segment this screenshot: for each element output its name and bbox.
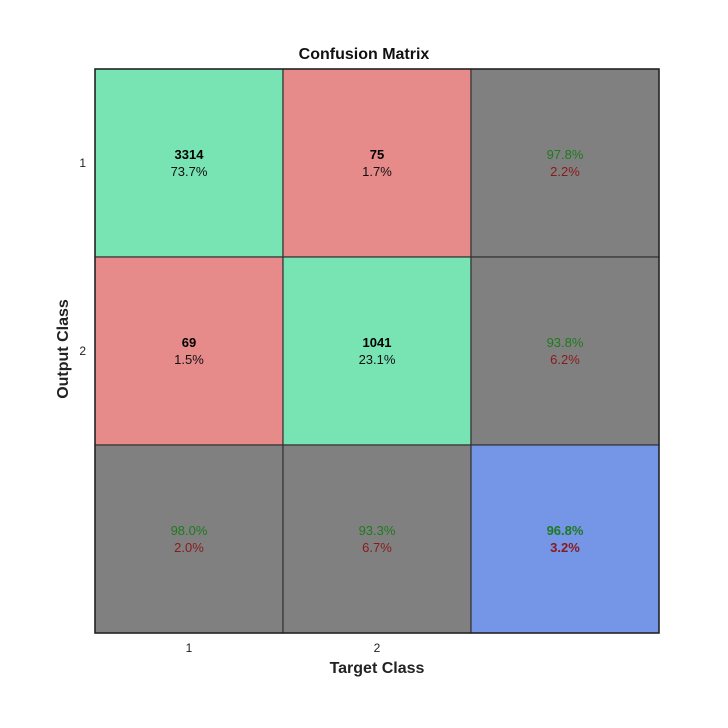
row-summary-cell-1-line2: 2.2% <box>550 164 580 179</box>
row-summary-cell-1 <box>470 68 660 258</box>
matrix-cell-2-2-line2: 23.1% <box>359 352 396 367</box>
matrix-cell-1-2 <box>282 68 472 258</box>
matrix-cell-1-2-line1: 75 <box>370 147 384 162</box>
col-summary-cell-2-line1: 93.3% <box>359 523 396 538</box>
col-summary-cell-2 <box>282 444 472 634</box>
col-summary-cell-1-line2: 2.0% <box>174 540 204 555</box>
matrix-cell-1-1 <box>94 68 284 258</box>
x-axis-label: Target Class <box>329 660 425 677</box>
overall-accuracy-cell-line2: 3.2% <box>550 540 580 555</box>
matrix-cell-2-1-line2: 1.5% <box>174 352 204 367</box>
y-tick-label: 1 <box>79 156 86 170</box>
row-summary-cell-2-line2: 6.2% <box>550 352 580 367</box>
y-tick-label: 2 <box>79 344 86 358</box>
row-summary-cell-2-line1: 93.8% <box>547 335 584 350</box>
plot-border <box>94 68 660 634</box>
matrix-cell-1-1-line2: 73.7% <box>171 164 208 179</box>
row-summary-cell-1-line1: 97.8% <box>547 147 584 162</box>
chart-title: Confusion Matrix <box>298 46 430 63</box>
col-summary-cell-1-line1: 98.0% <box>171 523 208 538</box>
matrix-cell-2-1-line1: 69 <box>182 335 196 350</box>
matrix-cell-2-2 <box>282 256 472 446</box>
matrix-cell-1-1-line1: 3314 <box>175 147 205 162</box>
x-tick-label: 2 <box>374 641 381 655</box>
row-summary-cell-2 <box>470 256 660 446</box>
col-summary-cell-2-line2: 6.7% <box>362 540 392 555</box>
matrix-cell-1-2-line2: 1.7% <box>362 164 392 179</box>
overall-accuracy-cell-line1: 96.8% <box>547 523 584 538</box>
matrix-cell-2-1 <box>94 256 284 446</box>
overall-accuracy-cell <box>470 444 660 634</box>
x-tick-label: 1 <box>186 641 193 655</box>
matrix-cell-2-2-line1: 1041 <box>363 335 392 350</box>
col-summary-cell-1 <box>94 444 284 634</box>
